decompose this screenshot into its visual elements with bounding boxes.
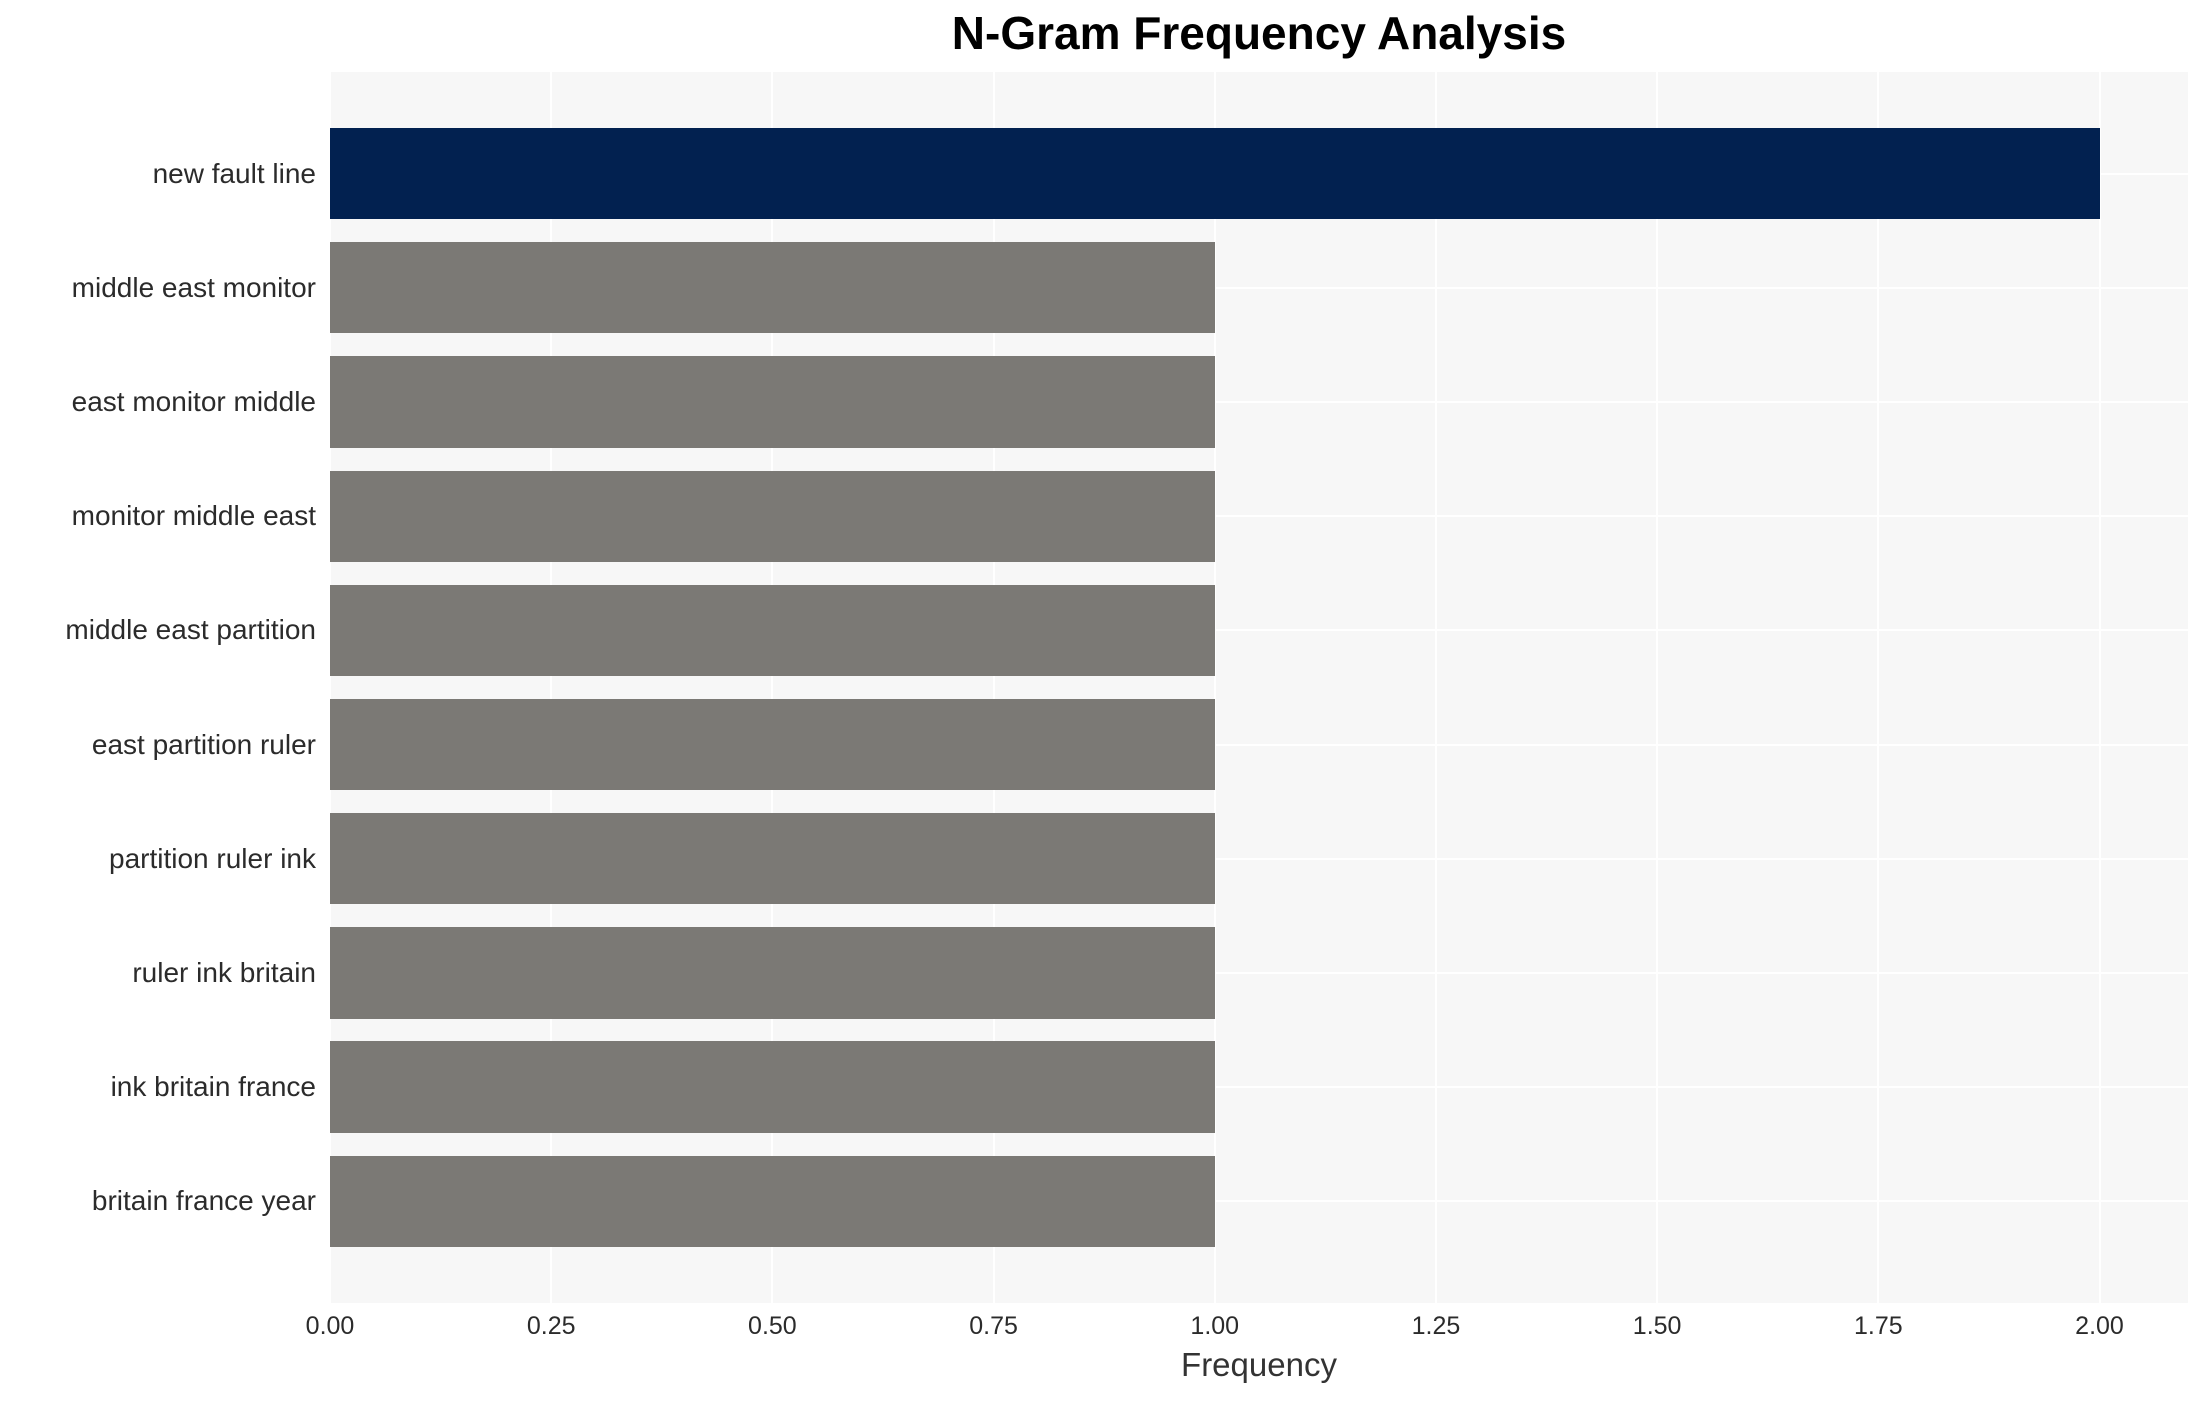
gridline-v xyxy=(1877,72,1880,1303)
x-axis-label: Frequency xyxy=(1181,1346,1337,1383)
x-tick-label: 0.25 xyxy=(526,1312,576,1340)
x-tick-label: 1.00 xyxy=(1190,1312,1240,1340)
x-tick-label: 1.25 xyxy=(1411,1312,1461,1340)
gridline-h xyxy=(330,857,2188,860)
x-tick-label: 0.50 xyxy=(748,1312,797,1340)
gridline-h xyxy=(330,971,2188,974)
bar xyxy=(330,1155,1215,1248)
gridline-v xyxy=(771,72,774,1303)
y-tick-label: ruler ink britain xyxy=(132,956,316,988)
bar xyxy=(330,584,1215,677)
gridline-h xyxy=(330,401,2188,404)
y-tick-label: east monitor middle xyxy=(71,386,316,418)
bar xyxy=(330,813,1215,905)
gridline-h xyxy=(330,286,2188,289)
y-tick-label: monitor middle east xyxy=(71,500,316,532)
bar xyxy=(330,698,1215,791)
gridline-v xyxy=(1434,72,1437,1303)
gridline-h xyxy=(330,743,2188,746)
bar xyxy=(330,470,1215,562)
gridline-v xyxy=(550,72,553,1303)
bar xyxy=(330,1041,1215,1133)
chart-title: N-Gram Frequency Analysis xyxy=(951,7,1567,59)
gridline-v xyxy=(2098,72,2101,1303)
x-tick-label: 2.00 xyxy=(2075,1312,2124,1340)
bar xyxy=(330,127,2100,220)
x-tick-label: 0.75 xyxy=(969,1312,1018,1340)
x-tick-label: 0.00 xyxy=(305,1312,355,1340)
gridline-h xyxy=(330,1086,2188,1089)
plot-area xyxy=(330,72,2188,1303)
bar xyxy=(330,242,1215,334)
gridline-v xyxy=(1213,72,1216,1303)
y-tick-label: new fault line xyxy=(152,157,316,189)
y-tick-label: britain france year xyxy=(91,1185,316,1217)
bar xyxy=(330,356,1215,448)
x-tick-label: 1.75 xyxy=(1853,1312,1903,1340)
gridline-v xyxy=(992,72,995,1303)
y-tick-label: ink britain france xyxy=(110,1071,316,1103)
gridline-h xyxy=(330,629,2188,632)
gridline-v xyxy=(1656,72,1659,1303)
gridline-h xyxy=(330,1200,2188,1203)
y-tick-label: middle east monitor xyxy=(71,271,316,303)
bar xyxy=(330,927,1215,1019)
gridline-h xyxy=(330,515,2188,518)
gridline-v xyxy=(330,72,331,1303)
y-tick-label: middle east partition xyxy=(65,614,316,646)
x-tick-label: 1.50 xyxy=(1632,1312,1682,1340)
y-tick-label: partition ruler ink xyxy=(109,842,316,874)
y-tick-label: east partition ruler xyxy=(91,728,316,760)
